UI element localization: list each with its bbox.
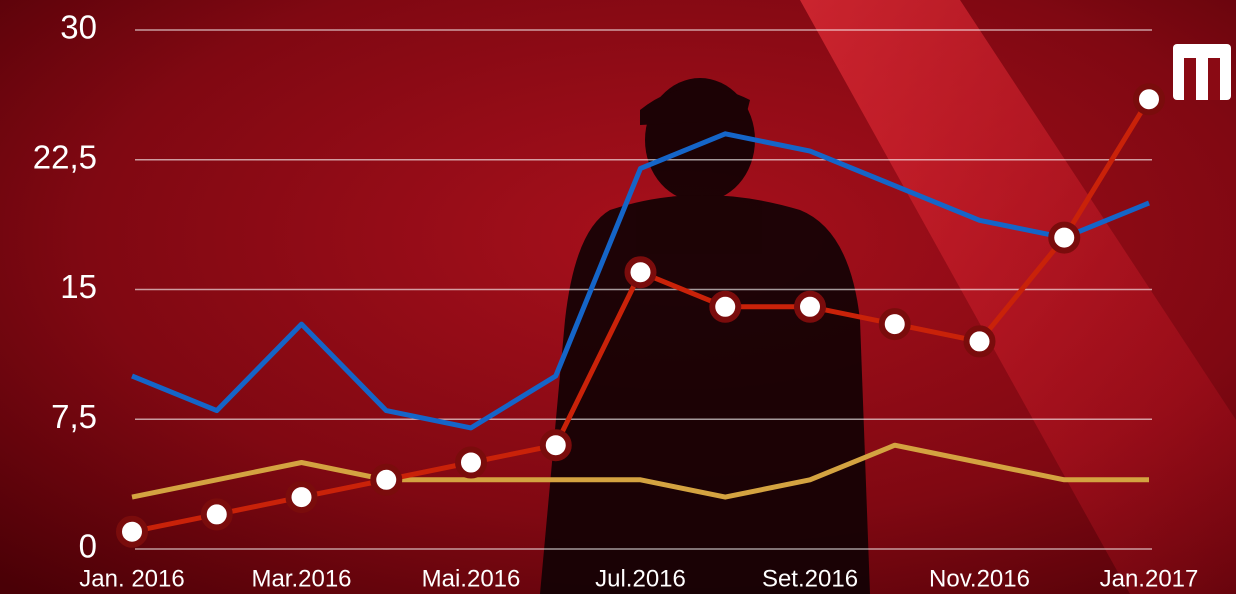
x-tick-label: Jul.2016 [595,565,686,592]
x-tick-label: Jan.2017 [1100,565,1199,592]
data-point [1048,221,1081,254]
data-point [539,429,572,462]
data-point [624,256,657,289]
x-tick-label: Mar.2016 [251,565,351,592]
y-tick-label: 22,5 [33,138,97,175]
data-point [963,325,996,358]
data-point [200,498,233,531]
data-point [285,481,318,514]
x-tick-label: Nov.2016 [929,565,1030,592]
grid [135,29,1152,550]
data-point [370,463,403,496]
x-tick-label: Set.2016 [762,565,858,592]
data-point [878,308,911,341]
data-point [116,515,148,548]
silhouette [540,78,870,594]
x-tick-label: Mai.2016 [422,565,521,592]
y-tick-label: 7,5 [51,398,97,435]
data-point [709,290,742,323]
series-line [131,442,1149,500]
data-point [1133,83,1165,116]
x-tick-label: Jan. 2016 [79,565,184,592]
y-tick-label: 15 [60,268,97,305]
logo [1173,44,1231,100]
data-point [455,446,487,479]
y-tick-label: 30 [60,9,97,46]
y-tick-label: 0 [79,528,97,565]
series-line [131,131,1150,431]
data-point [794,290,826,323]
